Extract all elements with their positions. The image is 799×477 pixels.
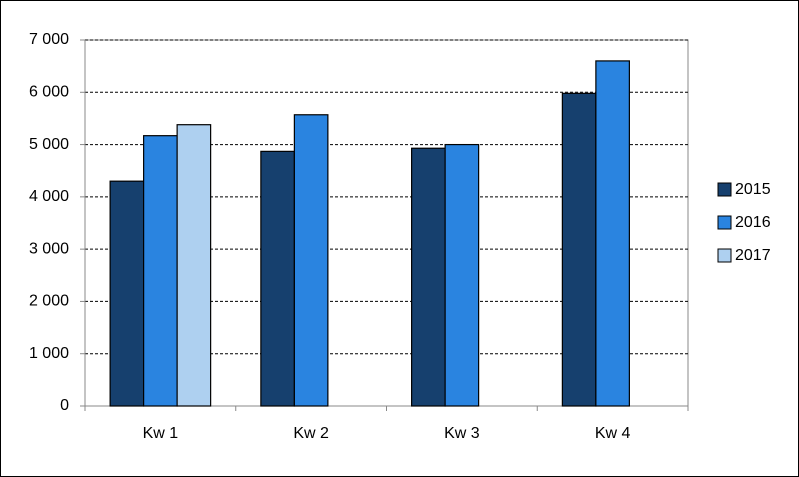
bar bbox=[595, 60, 630, 407]
bar bbox=[176, 124, 212, 407]
bar bbox=[260, 150, 295, 407]
y-tick-label: 5 000 bbox=[29, 136, 69, 153]
y-tick-label: 2 000 bbox=[29, 293, 69, 310]
y-tick-label: 7 000 bbox=[29, 31, 69, 48]
y-tick-label: 1 000 bbox=[29, 345, 69, 362]
legend-label: 2017 bbox=[735, 247, 771, 264]
y-tick-label: 4 000 bbox=[29, 188, 69, 205]
legend-swatch bbox=[717, 215, 732, 230]
y-tick-label: 6 000 bbox=[29, 84, 69, 101]
legend-label: 2015 bbox=[735, 181, 771, 198]
bar bbox=[444, 143, 480, 407]
bar bbox=[293, 114, 329, 407]
legend-swatch bbox=[717, 248, 732, 263]
x-tick-label: Kw 3 bbox=[444, 425, 480, 442]
bar bbox=[411, 147, 446, 407]
y-tick-label: 3 000 bbox=[29, 240, 69, 257]
bar bbox=[143, 135, 178, 407]
legend-swatch bbox=[717, 182, 732, 197]
x-tick-label: Kw 1 bbox=[143, 425, 179, 442]
x-tick-label: Kw 4 bbox=[595, 425, 631, 442]
x-tick-label: Kw 2 bbox=[293, 425, 329, 442]
legend-label: 2016 bbox=[735, 214, 771, 231]
y-tick-label: 0 bbox=[60, 397, 69, 414]
bar bbox=[561, 92, 597, 407]
bar bbox=[109, 180, 145, 407]
